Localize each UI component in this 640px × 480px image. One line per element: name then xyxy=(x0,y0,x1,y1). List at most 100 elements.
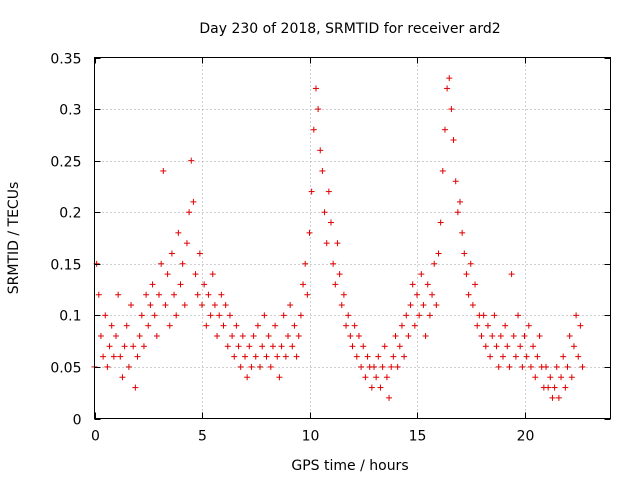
x-axis-label: GPS time / hours xyxy=(291,458,408,474)
data-point xyxy=(416,312,423,319)
x-tick-labels: 0 5 10 15 20 xyxy=(91,429,534,445)
data-point xyxy=(420,302,427,309)
data-point xyxy=(480,312,487,319)
data-point xyxy=(525,322,532,329)
data-point xyxy=(110,353,117,360)
data-point xyxy=(463,271,470,278)
data-point xyxy=(534,353,541,360)
data-point xyxy=(143,291,150,298)
data-point xyxy=(489,332,496,339)
data-point xyxy=(130,343,137,350)
data-point xyxy=(368,384,375,391)
data-point xyxy=(117,353,124,360)
data-point xyxy=(452,178,459,185)
x-tick-label: 0 xyxy=(91,429,100,445)
data-point xyxy=(310,126,317,133)
data-point xyxy=(278,343,285,350)
data-point xyxy=(207,312,214,319)
data-point xyxy=(254,322,261,329)
y-tick-labels: 0 0.05 0.1 0.15 0.2 0.25 0.3 0.35 xyxy=(50,52,81,429)
data-point xyxy=(173,312,180,319)
data-point xyxy=(491,312,498,319)
data-point xyxy=(377,384,384,391)
data-point xyxy=(429,291,436,298)
data-point xyxy=(394,363,401,370)
data-point xyxy=(237,363,244,370)
data-point xyxy=(179,260,186,267)
y-tick-label: 0.15 xyxy=(50,258,81,274)
data-point xyxy=(224,343,231,350)
data-point xyxy=(459,229,466,236)
data-point xyxy=(304,291,311,298)
data-point xyxy=(291,322,298,329)
data-point xyxy=(276,374,283,381)
data-point xyxy=(401,353,408,360)
data-point xyxy=(495,363,502,370)
y-tick-label: 0.3 xyxy=(59,103,81,119)
data-point xyxy=(231,353,238,360)
y-axis-label: SRMTID / TECUs xyxy=(6,182,22,295)
data-point xyxy=(484,322,491,329)
data-point xyxy=(506,363,513,370)
data-point xyxy=(128,302,135,309)
data-point xyxy=(214,332,221,339)
data-point xyxy=(364,353,371,360)
data-point xyxy=(450,137,457,144)
data-point xyxy=(411,322,418,329)
data-point xyxy=(134,353,141,360)
data-point xyxy=(263,353,270,360)
data-point xyxy=(523,353,530,360)
data-point xyxy=(515,312,522,319)
data-point xyxy=(564,363,571,370)
data-point xyxy=(441,126,448,133)
data-point xyxy=(510,332,517,339)
data-point xyxy=(306,229,313,236)
data-point xyxy=(426,312,433,319)
data-point xyxy=(388,363,395,370)
data-point xyxy=(138,312,145,319)
data-point xyxy=(493,343,500,350)
data-point xyxy=(229,332,236,339)
grid-lines xyxy=(94,57,611,419)
data-point xyxy=(336,271,343,278)
data-point xyxy=(478,332,485,339)
data-point xyxy=(573,312,580,319)
data-point xyxy=(379,363,386,370)
data-point xyxy=(469,302,476,309)
data-point xyxy=(500,353,506,360)
data-point xyxy=(308,188,315,195)
data-point xyxy=(536,332,543,339)
data-point xyxy=(396,343,403,350)
data-point xyxy=(181,302,188,309)
data-point xyxy=(267,363,274,370)
data-point xyxy=(171,291,178,298)
data-point xyxy=(517,343,524,350)
data-point xyxy=(323,240,330,247)
plot-frame xyxy=(94,57,611,419)
data-point xyxy=(530,343,537,350)
data-point xyxy=(188,157,195,164)
data-point xyxy=(151,312,158,319)
data-point xyxy=(226,312,233,319)
data-point xyxy=(577,322,584,329)
data-point xyxy=(375,353,382,360)
data-point xyxy=(119,374,126,381)
y-tick-label: 0.05 xyxy=(50,361,81,377)
data-point xyxy=(280,312,287,319)
data-point xyxy=(100,353,107,360)
data-point xyxy=(575,353,582,360)
data-point xyxy=(566,332,573,339)
data-point xyxy=(220,322,227,329)
data-point xyxy=(487,353,494,360)
x-tick-label: 10 xyxy=(302,429,320,445)
data-point xyxy=(248,363,255,370)
data-point xyxy=(162,302,169,309)
data-point xyxy=(422,332,429,339)
data-point xyxy=(362,374,369,381)
data-point xyxy=(568,374,575,381)
data-point xyxy=(474,322,481,329)
data-point xyxy=(358,363,365,370)
chart-title: Day 230 of 2018, SRMTID for receiver ard… xyxy=(199,21,500,37)
